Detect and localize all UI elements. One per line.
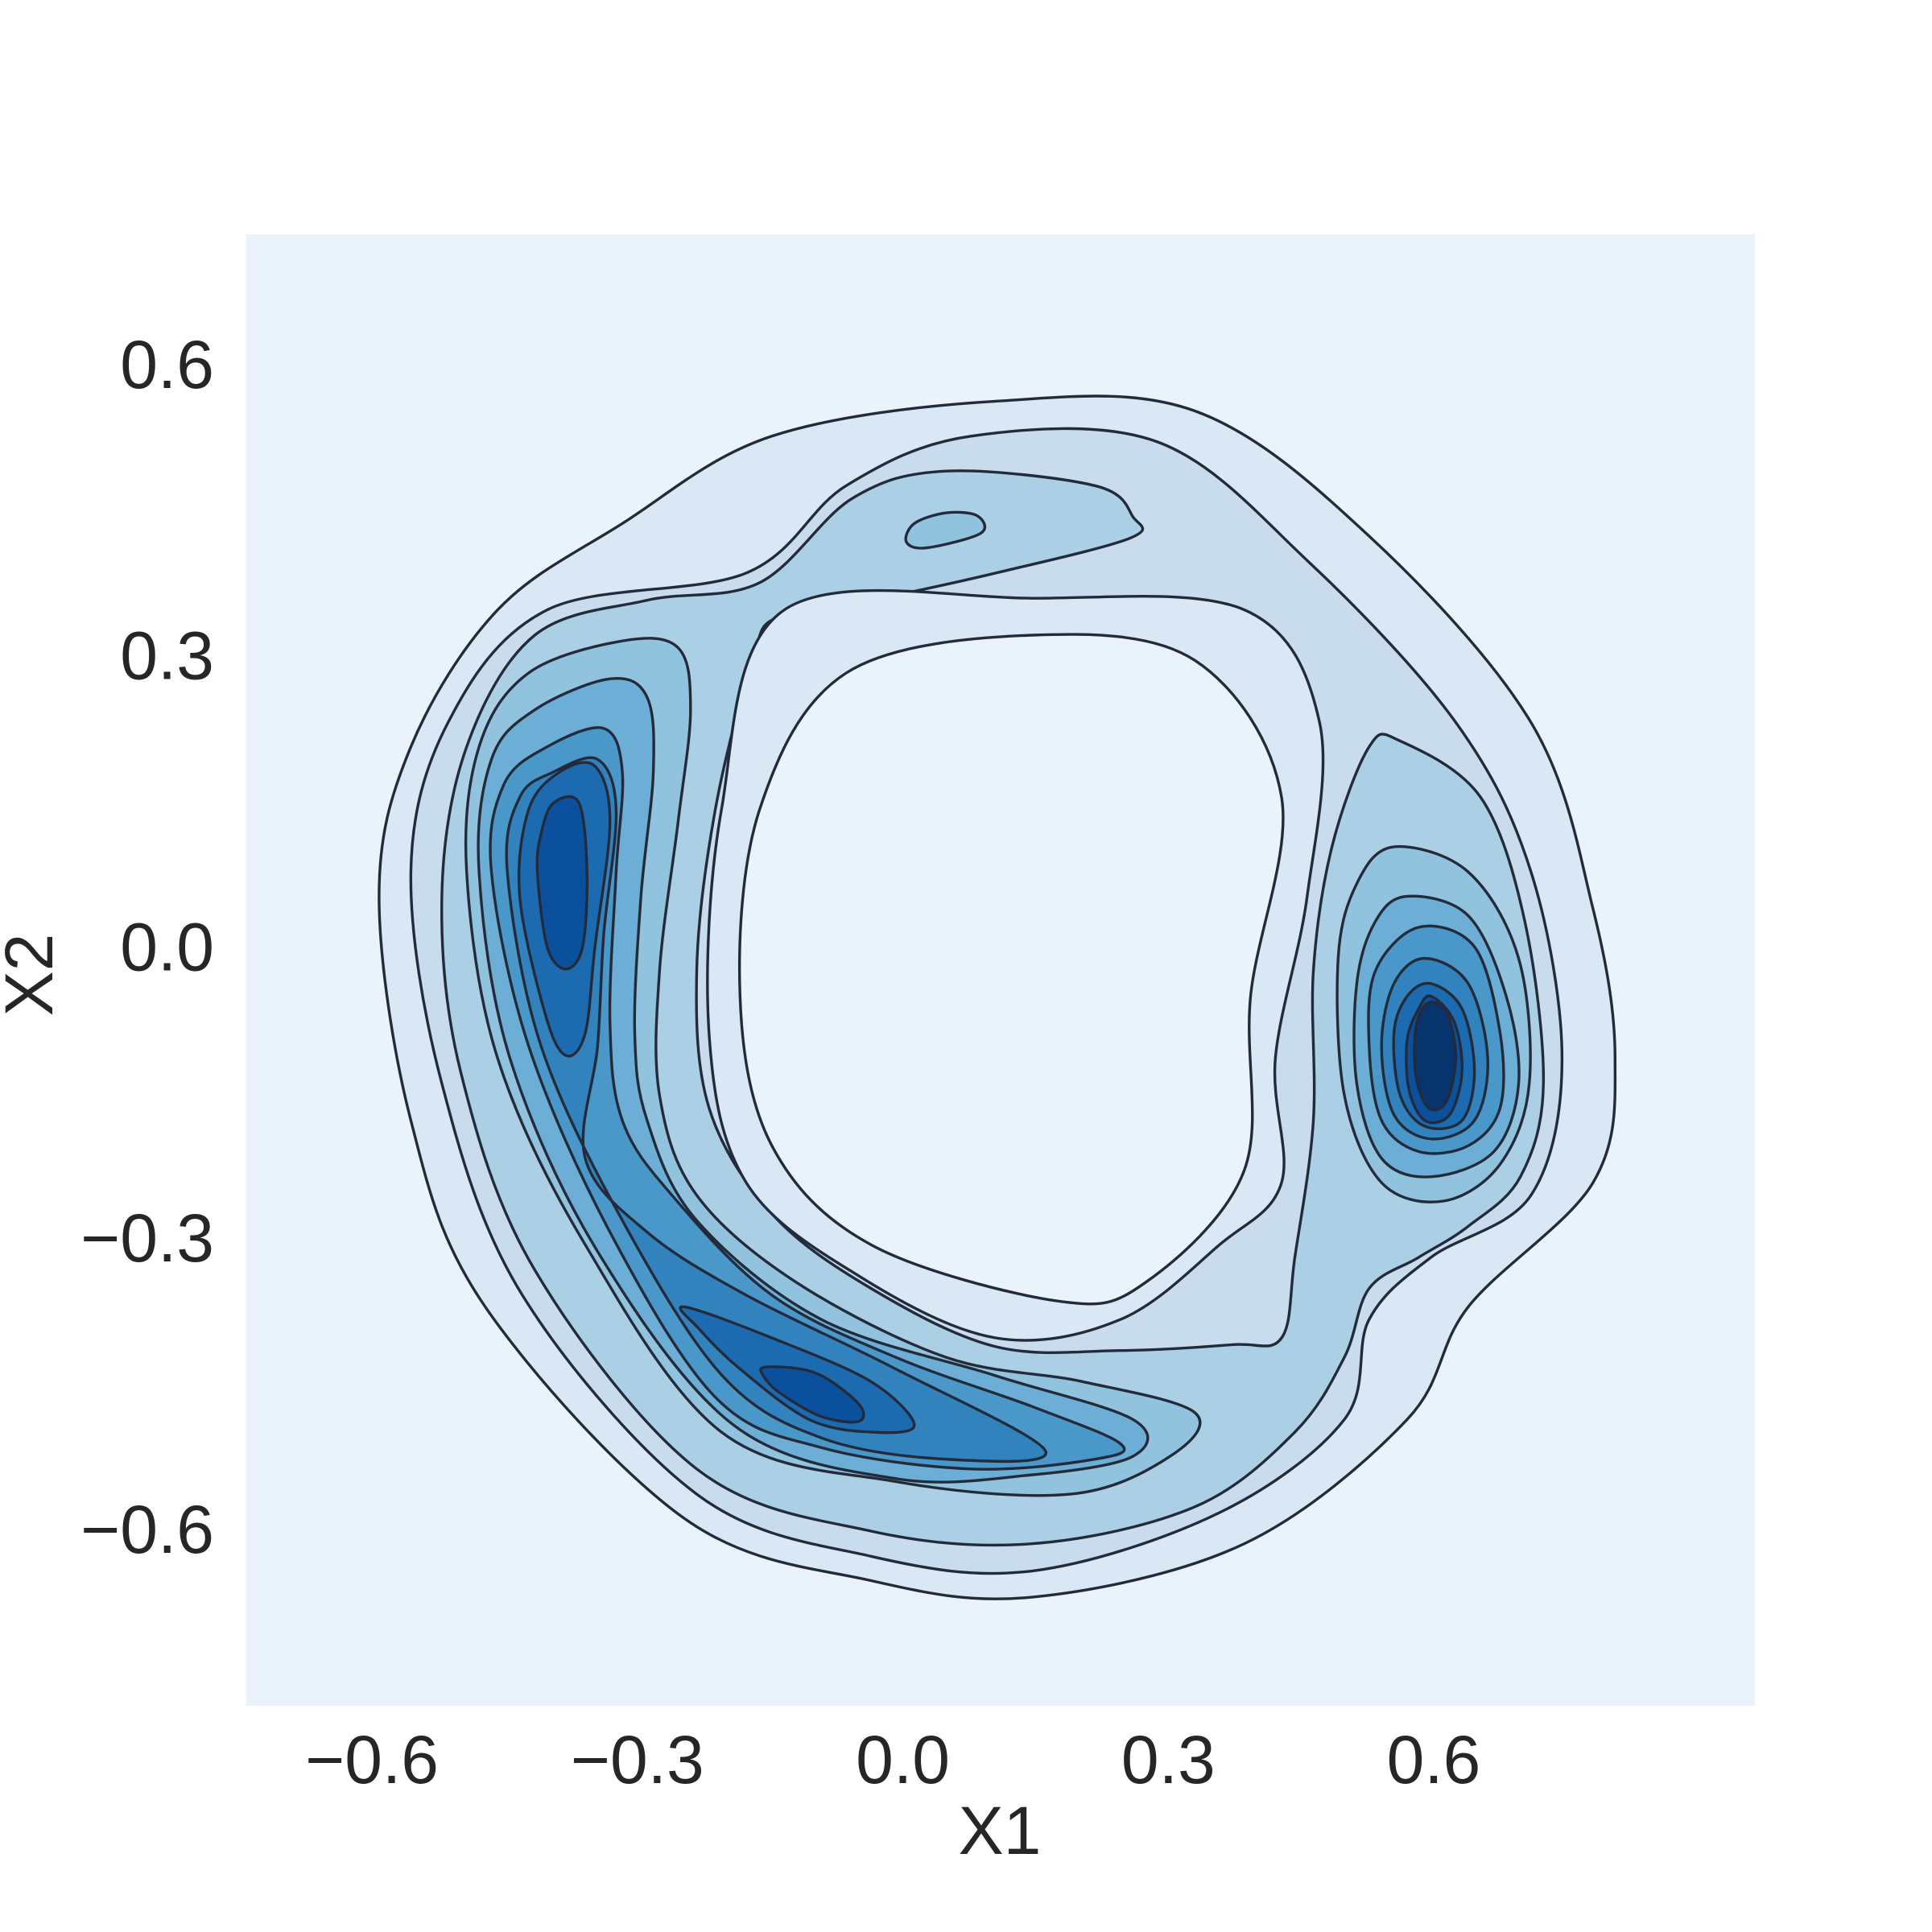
contour-region [489, 726, 1126, 1471]
x-axis-label: X1 [959, 1793, 1042, 1868]
x-tick-label: 0.3 [1121, 1722, 1216, 1798]
y-tick-label: 0.0 [120, 909, 214, 985]
y-axis-label: X2 [0, 934, 67, 1017]
x-tick-label: −0.3 [571, 1722, 704, 1798]
x-tick-label: 0.0 [856, 1722, 950, 1798]
x-tick-label: 0.6 [1387, 1722, 1481, 1798]
contour-hole [737, 633, 1285, 1306]
contour-region [759, 1365, 865, 1424]
x-tick-label: −0.6 [305, 1722, 439, 1798]
contour-region [904, 510, 987, 550]
y-tick-label: −0.6 [80, 1492, 214, 1567]
contours [378, 394, 1617, 1600]
y-tick-label: 0.3 [120, 618, 214, 694]
contour-region [535, 795, 589, 971]
contour-region [1413, 1000, 1458, 1112]
y-tick-label: −0.3 [80, 1200, 214, 1276]
y-tick-label: 0.6 [120, 327, 214, 402]
